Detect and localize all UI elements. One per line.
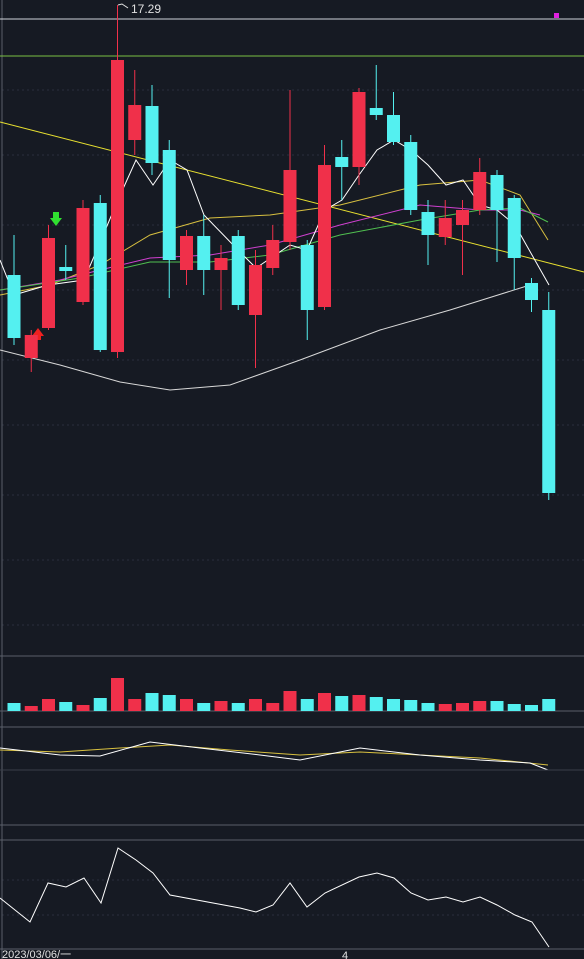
candle-body (231, 236, 245, 305)
volume-bar (335, 696, 349, 711)
candle-body (76, 208, 90, 302)
candle-body (197, 236, 211, 270)
volume-bar (214, 701, 228, 711)
candle-body (162, 150, 176, 260)
volume-bar (369, 697, 383, 711)
volume-bar (318, 693, 331, 711)
marker (554, 13, 559, 18)
volume-bar (93, 698, 107, 711)
candle-body (24, 335, 38, 358)
max-label: 17.29 (131, 2, 161, 16)
volume-bar (421, 703, 435, 711)
volume-bar (197, 703, 211, 711)
volume-bar (473, 701, 487, 711)
candle-body (369, 108, 383, 115)
volume-bar (283, 691, 297, 711)
axis-label: 4 (342, 950, 348, 959)
candle-body (300, 245, 314, 310)
candle-body (128, 105, 142, 140)
volume-bar (111, 678, 124, 711)
down-arrow (50, 212, 62, 226)
candle-body (490, 175, 504, 210)
oscillator (0, 847, 550, 948)
volume-bar (162, 695, 176, 711)
candle-body (283, 170, 297, 242)
volume-bar (7, 703, 21, 711)
volume-bar (180, 699, 193, 711)
volume-bar (42, 699, 55, 711)
volume-bar (542, 699, 556, 711)
candle-body (93, 203, 107, 350)
macd-dea (0, 744, 549, 766)
candle-body (335, 157, 349, 167)
candle-body (180, 236, 193, 270)
candle-body (387, 115, 400, 142)
volume-bar (128, 699, 142, 711)
candle-body (421, 212, 435, 235)
candle-body (525, 283, 538, 300)
indicator-lines (0, 741, 584, 948)
volume-bar (525, 705, 538, 711)
volume-bar (249, 699, 262, 711)
volume-bar (438, 704, 452, 711)
candle-body (111, 60, 124, 352)
volume-bar (456, 703, 469, 711)
candle-body (438, 218, 452, 237)
candle-body (145, 106, 159, 163)
candle-body (456, 210, 469, 225)
ma-5 (0, 139, 550, 296)
volume-bar (507, 704, 521, 711)
candle-body (318, 165, 331, 307)
candle-body (352, 92, 366, 167)
volume-bar (300, 699, 314, 711)
volume-bar (266, 703, 280, 711)
volume-bar (490, 701, 504, 711)
candle-body (266, 240, 280, 268)
candle-body (214, 258, 228, 270)
candle-body (507, 198, 521, 258)
candle-body (249, 265, 262, 315)
candle-body (59, 267, 73, 271)
candle-body (42, 238, 55, 328)
volume-bar (231, 703, 245, 711)
candle-body (7, 275, 21, 338)
macd-dif (0, 741, 549, 771)
volume-bar (352, 695, 366, 711)
candle-body (542, 310, 556, 493)
candle-body (473, 172, 487, 210)
max-pointer (117, 3, 129, 9)
date-label: 2023/03/06/一 (2, 949, 71, 959)
volume-bar (59, 702, 73, 711)
candle-body (404, 142, 418, 210)
ma-long (0, 284, 531, 391)
volume-bar (404, 700, 418, 711)
volume-bar (76, 705, 90, 711)
volume-bar (145, 693, 159, 711)
volume-bar (24, 706, 38, 711)
volume-bar (387, 699, 400, 711)
